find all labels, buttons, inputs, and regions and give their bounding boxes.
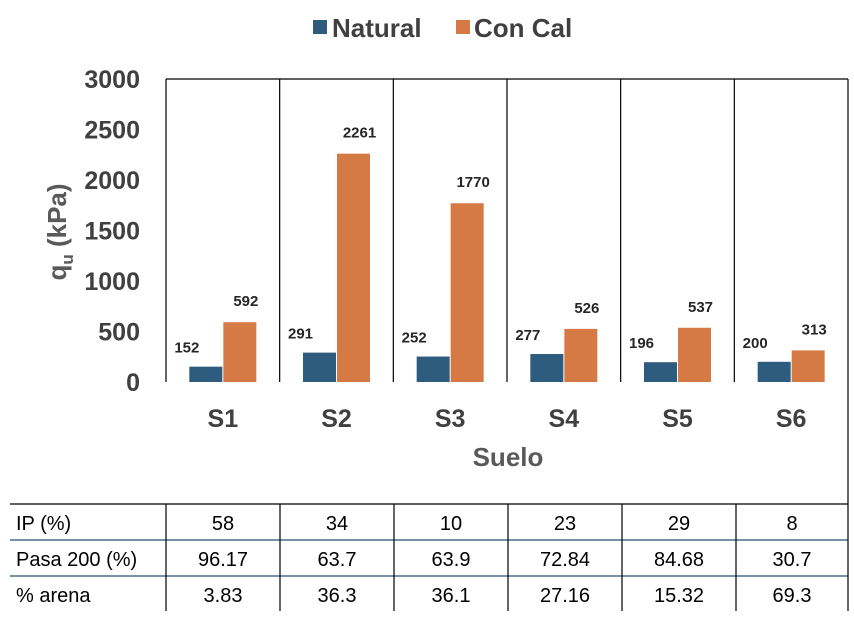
table-cell: 69.3 bbox=[773, 585, 812, 607]
property-table: IP (%) 58 34 10 23 29 8 Pasa 200 (%) 96.17 63.7 63… bbox=[10, 382, 849, 611]
y-axis-title-q: q bbox=[42, 265, 72, 281]
table-cell: 84.68 bbox=[654, 549, 704, 571]
value-label-natural-s6: 200 bbox=[743, 335, 768, 352]
table-cell: 29 bbox=[668, 513, 690, 535]
bar-con-cal-s1 bbox=[223, 322, 257, 382]
table-cell: 10 bbox=[440, 513, 462, 535]
bar-con-cal-s3 bbox=[450, 203, 484, 382]
x-axis-categories: S1 S2 S3 S4 S5 S6 bbox=[208, 405, 807, 433]
plot-grid bbox=[165, 78, 849, 382]
legend-label-natural: Natural bbox=[332, 13, 422, 43]
value-label-natural-s1: 152 bbox=[174, 340, 199, 357]
y-tick-label: 500 bbox=[98, 319, 140, 347]
bar-natural-s2 bbox=[303, 352, 336, 382]
legend-swatch-natural bbox=[313, 20, 327, 34]
category-label-s4: S4 bbox=[549, 405, 580, 433]
table-cell: 63.7 bbox=[318, 549, 357, 571]
table-cell: 36.3 bbox=[318, 585, 357, 607]
y-axis-title-unit: (kPa) bbox=[42, 183, 72, 254]
table-cell: 3.83 bbox=[204, 585, 243, 607]
category-label-s6: S6 bbox=[776, 405, 807, 433]
value-label-natural-s2: 291 bbox=[288, 326, 313, 343]
value-label-con-cal-s5: 537 bbox=[688, 299, 713, 316]
y-axis-title: qu (kPa) bbox=[42, 183, 77, 280]
bar-con-cal-s6 bbox=[791, 350, 825, 382]
value-label-natural-s3: 252 bbox=[402, 330, 427, 347]
y-tick-label: 1500 bbox=[84, 218, 140, 246]
value-labels: 152 291 252 277 196 200 592 2261 1770 526 537 313 bbox=[174, 125, 826, 357]
table-row-label: Pasa 200 (%) bbox=[16, 549, 137, 571]
value-label-con-cal-s1: 592 bbox=[233, 293, 258, 310]
bar-natural-s6 bbox=[757, 361, 791, 382]
legend-label-con-cal: Con Cal bbox=[474, 13, 572, 43]
value-label-natural-s4: 277 bbox=[515, 327, 540, 344]
y-tick-label: 2500 bbox=[84, 117, 140, 145]
bar-natural-s3 bbox=[416, 356, 450, 382]
table-row-label: % arena bbox=[16, 585, 91, 607]
category-label-s2: S2 bbox=[321, 405, 352, 433]
category-label-s3: S3 bbox=[435, 405, 466, 433]
bar-con-cal-s5 bbox=[678, 327, 711, 382]
bar-natural-s4 bbox=[530, 354, 564, 382]
table-cell: 96.17 bbox=[198, 549, 248, 571]
legend-swatch-con-cal bbox=[456, 20, 470, 34]
value-label-con-cal-s3: 1770 bbox=[456, 174, 489, 191]
legend: Natural Con Cal bbox=[313, 13, 572, 43]
table-cell: 15.32 bbox=[654, 585, 704, 607]
category-label-s1: S1 bbox=[208, 405, 239, 433]
value-label-natural-s5: 196 bbox=[629, 335, 654, 352]
y-tick-label: 1000 bbox=[84, 268, 140, 296]
table-cell: 58 bbox=[212, 513, 234, 535]
value-label-con-cal-s2: 2261 bbox=[343, 125, 376, 142]
bars bbox=[189, 153, 825, 382]
table-cell: 72.84 bbox=[540, 549, 590, 571]
bar-con-cal-s2 bbox=[337, 153, 370, 382]
x-axis-title: Suelo bbox=[473, 442, 544, 472]
table-cell: 34 bbox=[326, 513, 348, 535]
table-cell: 23 bbox=[554, 513, 576, 535]
table-cell: 30.7 bbox=[773, 549, 812, 571]
table-row-label: IP (%) bbox=[16, 513, 71, 535]
value-label-con-cal-s4: 526 bbox=[574, 300, 599, 317]
table-cell: 36.1 bbox=[432, 585, 471, 607]
y-axis-title-sub: u bbox=[58, 254, 77, 264]
value-label-con-cal-s6: 313 bbox=[802, 321, 827, 338]
table-cell: 63.9 bbox=[432, 549, 471, 571]
y-tick-label: 3000 bbox=[84, 66, 140, 94]
category-label-s5: S5 bbox=[662, 405, 693, 433]
y-axis-ticks: 0 500 1000 1500 2000 2500 3000 bbox=[84, 66, 140, 397]
table-cell: 8 bbox=[786, 513, 797, 535]
bar-natural-s1 bbox=[189, 366, 223, 382]
bar-natural-s5 bbox=[644, 362, 677, 382]
table-cell: 27.16 bbox=[540, 585, 590, 607]
y-tick-label: 2000 bbox=[84, 167, 140, 195]
bar-con-cal-s4 bbox=[564, 328, 598, 382]
y-tick-label: 0 bbox=[126, 369, 140, 397]
